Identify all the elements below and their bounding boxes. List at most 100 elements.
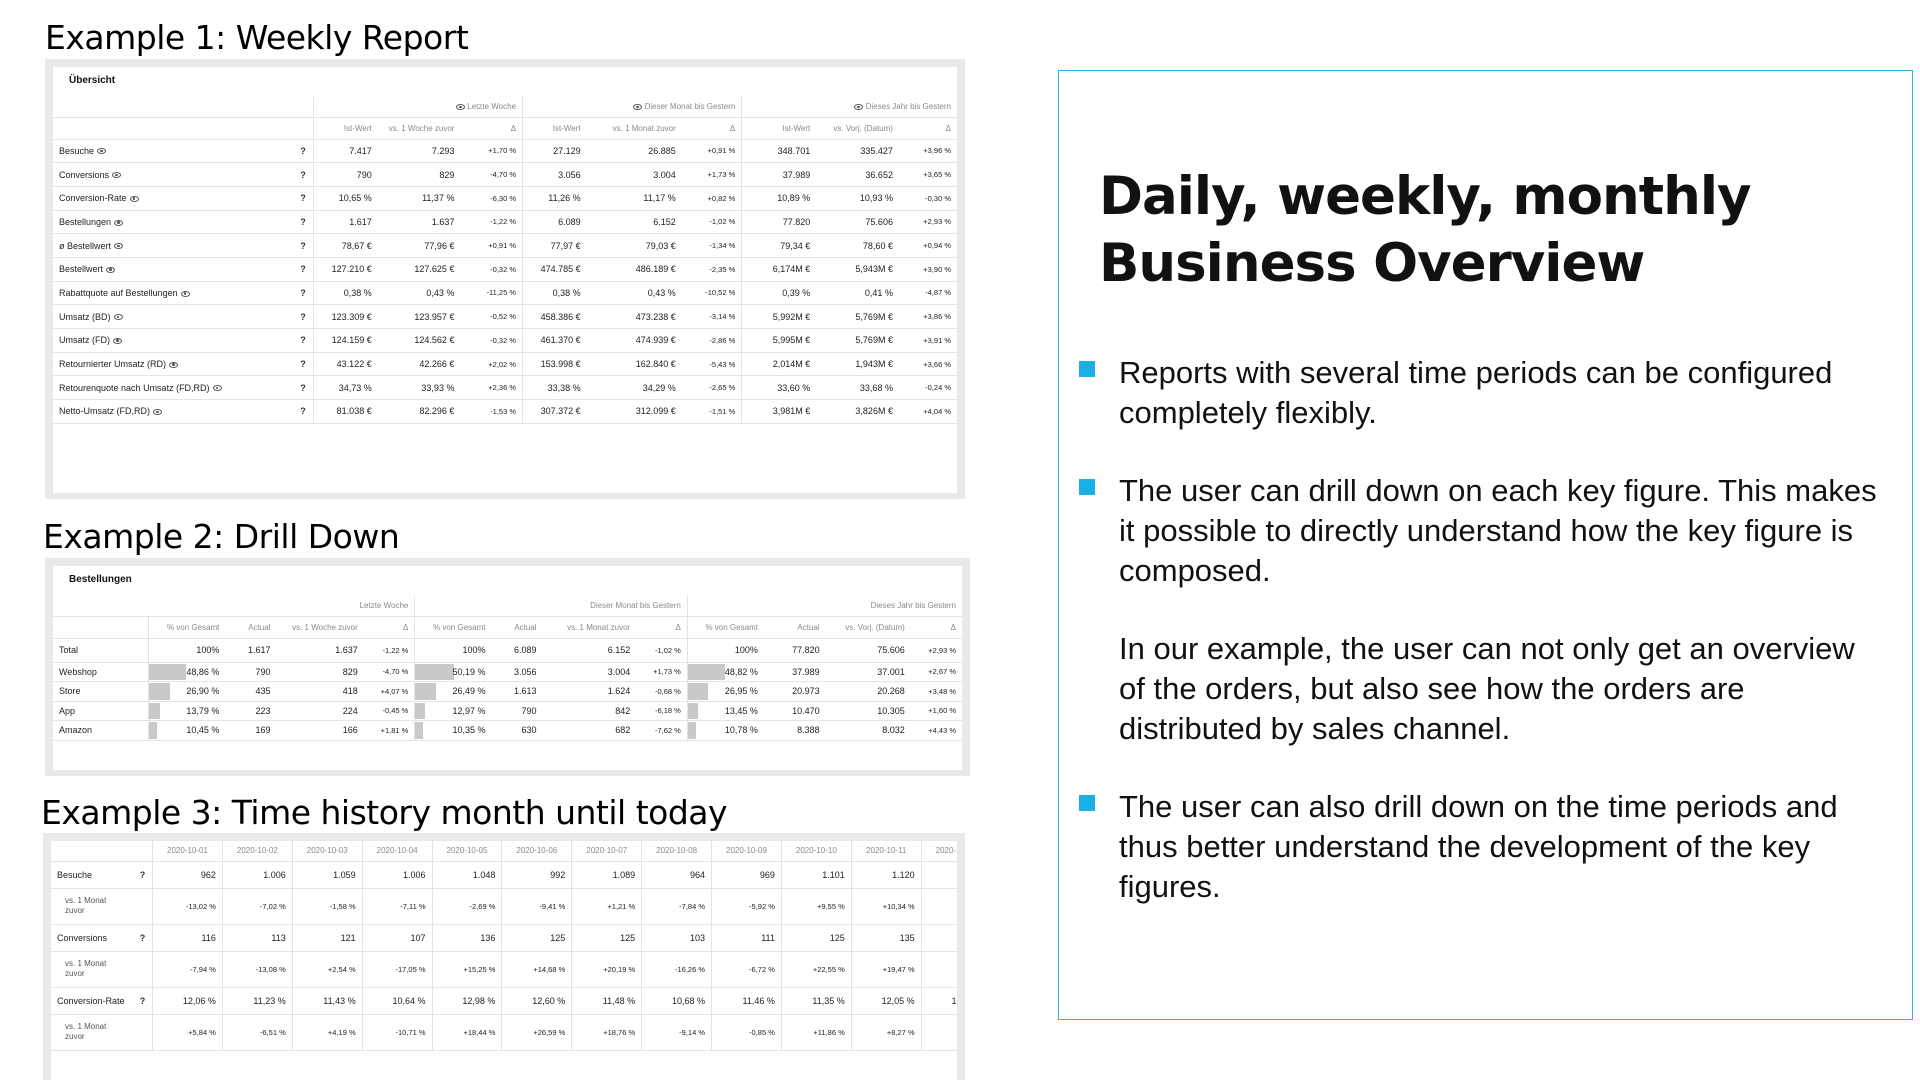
row-label[interactable]: Rabattquote auf Bestellungen: [59, 287, 178, 298]
eye-icon[interactable]: [114, 219, 124, 226]
row-label[interactable]: Conversions: [51, 924, 133, 952]
row-label-cell[interactable]: Besuche: [53, 139, 293, 164]
row-label-cell[interactable]: ø Bestellwert: [53, 233, 293, 258]
row-label[interactable]: Umsatz (FD): [59, 335, 110, 346]
value-cell: 112: [920, 924, 957, 952]
help-icon[interactable]: ?: [292, 257, 314, 282]
table-row[interactable]: Umsatz (FD)? 124.159 €124.562 € -0,32 % 461…: [53, 328, 957, 353]
value-cell: 461.370 €: [522, 328, 587, 353]
delta-cell: -1,22 %: [460, 210, 523, 235]
row-label[interactable]: Amazon: [53, 720, 149, 741]
help-icon[interactable]: ?: [292, 233, 314, 258]
delta-cell: -0,45 %: [363, 701, 415, 721]
eye-icon[interactable]: [114, 243, 124, 250]
table-row[interactable]: ø Bestellwert? 78,67 €77,96 € +0,91 % 77,97…: [53, 233, 957, 258]
eye-icon[interactable]: [169, 361, 179, 368]
help-icon[interactable]: ?: [292, 375, 314, 401]
row-label[interactable]: Besuche: [59, 145, 95, 156]
row-label-cell[interactable]: Umsatz (FD): [53, 328, 293, 353]
row-label[interactable]: Netto-Umsatz (FD,RD): [59, 406, 151, 417]
row-label-cell[interactable]: Retournierter Umsatz (RD): [53, 352, 293, 377]
row-label-cell[interactable]: Netto-Umsatz (FD,RD): [53, 399, 293, 424]
page-title: Daily, weekly, monthly Business Overview: [1099, 163, 1752, 297]
bullet-text: In our example, the user can not only ge…: [1119, 631, 1855, 746]
share-cell: 12,97 %: [414, 701, 492, 721]
row-label-cell[interactable]: Conversions: [53, 162, 293, 187]
row-label[interactable]: Webshop: [53, 662, 149, 682]
eye-icon[interactable]: [129, 195, 139, 202]
comparison-row[interactable]: vs. 1 Monat zuvor +5,84 % -6,51 % +4,19 % -1…: [51, 1014, 957, 1051]
row-label[interactable]: Conversion-Rate: [59, 193, 127, 204]
help-icon[interactable]: ?: [292, 328, 314, 353]
eye-icon[interactable]: [153, 409, 163, 416]
row-label-cell[interactable]: Retourenquote nach Umsatz (FD,RD): [53, 375, 293, 401]
row-label[interactable]: Umsatz (BD): [59, 311, 111, 322]
delta-cell: +1,73 %: [636, 662, 688, 682]
eye-icon[interactable]: [113, 337, 122, 344]
help-icon[interactable]: ?: [292, 352, 314, 377]
table-row[interactable]: Amazon 10,45 % 169 166 +1,81 % 10,35 % 630 682-…: [53, 720, 962, 741]
table-row[interactable]: Store 26,90 % 435 418 +4,07 % 26,49 % 1.613 1.6…: [53, 681, 962, 702]
eye-icon[interactable]: [112, 172, 122, 179]
table-row[interactable]: Besuche? 962 1.006 1.059 1.006 1.048 992 1.089 9…: [51, 861, 957, 889]
row-label[interactable]: vs. 1 Monat zuvor: [51, 1014, 133, 1051]
bullet-item: The user can also drill down on the time…: [1079, 787, 1889, 907]
comparison-row[interactable]: vs. 1 Monat zuvor -13,02 % -7,02 % -1,58 % -…: [51, 888, 957, 925]
help-icon[interactable]: ?: [292, 139, 314, 164]
table-row[interactable]: Netto-Umsatz (FD,RD)? 81.038 €82.296 € -1,…: [53, 399, 957, 424]
help-icon[interactable]: ?: [292, 304, 314, 329]
row-label[interactable]: Total: [53, 638, 149, 663]
value-cell: +11,86 %: [780, 1014, 852, 1051]
row-label[interactable]: vs. 1 Monat zuvor: [51, 951, 133, 988]
row-label-cell[interactable]: Umsatz (BD): [53, 304, 293, 329]
eye-icon[interactable]: [212, 385, 222, 392]
delta-cell: -6,18 %: [636, 701, 688, 721]
share-bar: [415, 663, 454, 680]
row-label[interactable]: Retournierter Umsatz (RD): [59, 359, 167, 370]
row-label-cell[interactable]: Rabattquote auf Bestellungen: [53, 281, 293, 306]
table-row[interactable]: Conversion-Rate? 12,06 % 11,23 % 11,43 % 10,…: [51, 987, 957, 1015]
eye-icon[interactable]: [113, 314, 123, 321]
value-cell: 116: [152, 924, 223, 952]
row-label[interactable]: Bestellwert: [59, 264, 104, 275]
help-icon[interactable]: ?: [132, 987, 153, 1015]
help-icon[interactable]: ?: [292, 162, 314, 187]
table-row[interactable]: Bestellungen? 1.617 1.637 -1,22 % 6.089 6.152…: [53, 210, 957, 235]
help-icon[interactable]: ?: [132, 861, 153, 889]
table-row[interactable]: Conversion-Rate? 10,65 % 11,37 % -6,30 % 11,…: [53, 186, 957, 211]
table-row[interactable]: Conversions? 116 113 121 107 136 125 125 103 111 1…: [51, 924, 957, 952]
table-row[interactable]: Bestellwert? 127.210 €127.625 € -0,32 % 474…: [53, 257, 957, 282]
row-label-cell[interactable]: Bestellungen: [53, 210, 293, 235]
row-label[interactable]: Store: [53, 681, 149, 702]
table-row[interactable]: Conversions? 790 829 -4,70 % 3.056 3.004 +1,73…: [53, 162, 957, 187]
comparison-row[interactable]: vs. 1 Monat zuvor -7,94 % -13,08 % +2,54 % -…: [51, 951, 957, 988]
row-label[interactable]: vs. 1 Monat zuvor: [51, 888, 133, 925]
eye-icon[interactable]: [97, 148, 107, 155]
row-label-cell[interactable]: Bestellwert: [53, 257, 293, 282]
value-cell: 0,38 %: [522, 281, 587, 306]
row-label[interactable]: Bestellungen: [59, 216, 112, 227]
table-row[interactable]: Retourenquote nach Umsatz (FD,RD)? 34,73 …: [53, 375, 957, 401]
help-icon[interactable]: ?: [292, 210, 314, 235]
table-row[interactable]: Webshop 48,86 % 790 829 -4,70 % 50,19 % 3.056 3…: [53, 662, 962, 682]
row-label[interactable]: Conversion-Rate: [51, 987, 133, 1015]
help-icon[interactable]: ?: [292, 399, 314, 424]
help-icon[interactable]: ?: [292, 186, 314, 211]
row-label[interactable]: Retourenquote nach Umsatz (FD,RD): [59, 382, 210, 393]
help-icon[interactable]: ?: [132, 924, 153, 952]
row-label[interactable]: Besuche: [51, 861, 133, 889]
table-row[interactable]: Umsatz (BD)? 123.309 €123.957 € -0,52 % 458…: [53, 304, 957, 329]
table-row[interactable]: Rabattquote auf Bestellungen? 0,38 % 0,43 …: [53, 281, 957, 306]
help-icon[interactable]: ?: [292, 281, 314, 306]
row-label[interactable]: ø Bestellwert: [59, 240, 112, 251]
row-label[interactable]: App: [53, 701, 149, 721]
eye-icon[interactable]: [180, 290, 190, 297]
row-label-cell[interactable]: Conversion-Rate: [53, 186, 293, 211]
eye-icon[interactable]: [106, 266, 116, 273]
row-label[interactable]: Conversions: [59, 169, 110, 180]
table-row[interactable]: Retournierter Umsatz (RD)? 43.122 €42.266…: [53, 352, 957, 377]
value-cell: 20.268: [825, 681, 911, 702]
total-row[interactable]: Total 100% 1.617 1.637 -1,22 % 100% 6.089 6.152…: [53, 638, 962, 663]
table-row[interactable]: App 13,79 % 223 224 -0,45 % 12,97 % 790 842 -6,1…: [53, 701, 962, 721]
table-row[interactable]: Besuche? 7.417 7.293 +1,70 % 27.129 26.885 +0,…: [53, 139, 957, 164]
